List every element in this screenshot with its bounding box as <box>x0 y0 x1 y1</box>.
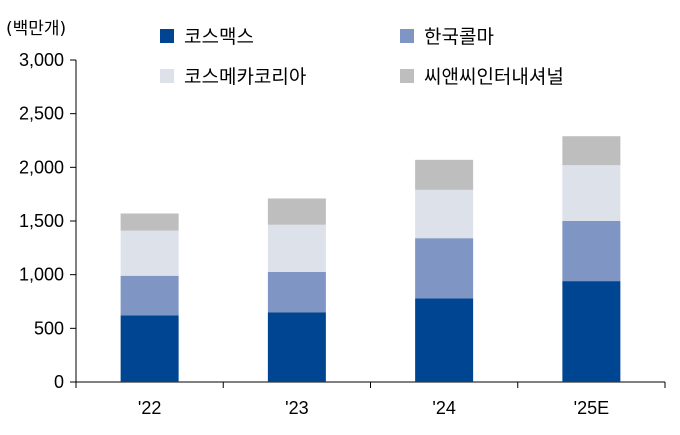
legend-item-cnc: 씨앤씨인터내셔널 <box>400 62 564 89</box>
y-axis-unit-label: (백만개) <box>6 19 67 39</box>
bar-segment-3 <box>267 224 326 272</box>
bar-segment-1 <box>562 281 621 382</box>
bar-segment-2 <box>267 271 326 313</box>
legend-swatch-cnc <box>400 68 414 83</box>
legend: 코스맥스 한국콜마 코스메카코리아 씨앤씨인터내셔널 <box>150 22 670 92</box>
legend-swatch-cosmecca <box>160 68 174 83</box>
bar-segment-4 <box>120 213 179 231</box>
y-tick-label: 1,000 <box>19 265 64 285</box>
y-tick-label: 2,500 <box>19 104 64 124</box>
bar-segment-4 <box>562 136 621 166</box>
x-tick-label: '23 <box>285 398 308 418</box>
x-tick-label: '24 <box>432 398 455 418</box>
bar-segment-1 <box>267 312 326 382</box>
y-tick-label: 3,000 <box>19 50 64 70</box>
y-tick-label: 500 <box>34 318 64 338</box>
legend-item-kolmar: 한국콜마 <box>400 22 494 49</box>
y-tick-label: 2,000 <box>19 157 64 177</box>
y-tick-label: 1,500 <box>19 211 64 231</box>
bar-segment-1 <box>120 315 179 382</box>
bar-segment-4 <box>267 198 326 225</box>
bar-segment-1 <box>415 298 474 382</box>
bar-segment-2 <box>415 238 474 299</box>
x-tick-label: '22 <box>138 398 161 418</box>
legend-label-cosmecca: 코스메카코리아 <box>184 66 307 88</box>
legend-item-kosmax: 코스맥스 <box>160 22 254 49</box>
bar-segment-3 <box>415 189 474 239</box>
y-tick-label: 0 <box>54 372 64 392</box>
x-tick-label: '25E <box>574 398 609 418</box>
bar-segment-2 <box>562 221 621 282</box>
legend-swatch-kosmax <box>160 28 174 43</box>
legend-item-cosmecca: 코스메카코리아 <box>160 62 306 89</box>
legend-label-cnc: 씨앤씨인터내셔널 <box>424 66 564 88</box>
legend-swatch-kolmar <box>400 28 414 43</box>
bar-segment-3 <box>120 230 179 276</box>
bar-segment-4 <box>415 159 474 190</box>
bar-segment-2 <box>120 275 179 316</box>
legend-label-kolmar: 한국콜마 <box>424 26 494 48</box>
legend-label-kosmax: 코스맥스 <box>184 26 254 48</box>
bar-segment-3 <box>562 165 621 221</box>
